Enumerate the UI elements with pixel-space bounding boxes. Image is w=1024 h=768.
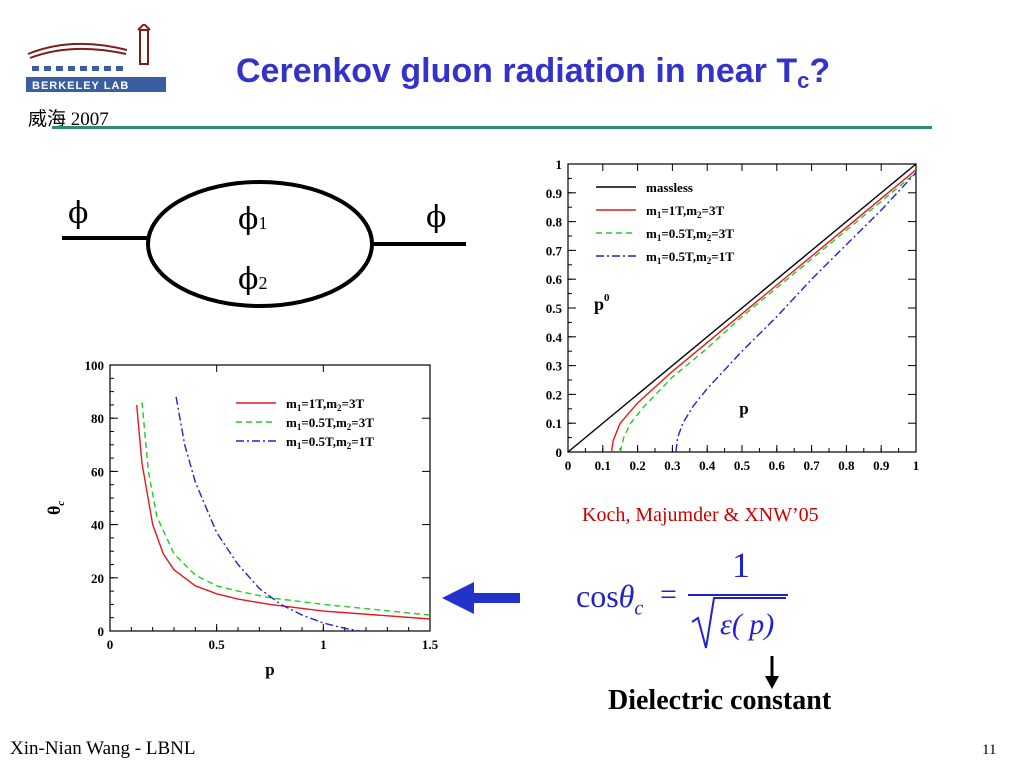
x-tick-label: 0.2	[629, 458, 645, 473]
y-tick-label: 0.4	[546, 330, 563, 345]
legend-entry: m1=1T,m2=3T	[646, 203, 724, 220]
formula-cos: cos	[576, 578, 619, 614]
title-rule	[52, 126, 932, 129]
title-main: Cerenkov gluon radiation in near T	[236, 52, 798, 90]
legend-entry: m1=0.5T,m2=1T	[286, 434, 374, 451]
title-end: ?	[809, 52, 831, 90]
phi-left-label: ϕ	[68, 196, 89, 231]
logo-banner	[26, 77, 166, 92]
slide-title: Cerenkov gluon radiation in near Tc?	[236, 52, 830, 94]
series-line-1	[567, 163, 917, 453]
x-tick-label: 0.5	[734, 458, 751, 473]
x-tick-label: 0.1	[595, 458, 611, 473]
footer-author: Xin-Nian Wang - LBNL	[10, 738, 196, 759]
formula-numerator: 1	[732, 545, 750, 585]
formula-theta: θ	[618, 578, 635, 614]
x-tick-label: 0.4	[699, 458, 716, 473]
y-axis-label: p0	[594, 292, 610, 314]
x-tick-label: 0.9	[873, 458, 890, 473]
formula-denominator: ε( p)	[720, 608, 775, 641]
citation: Koch, Majumder & XNW’05	[582, 504, 819, 526]
y-tick-label: 0.7	[546, 243, 563, 258]
theta-vs-p-chart: 0 0.5 1 1.5 0 20 40 60 80 100 m1=1T,m2=3T m1=0.5T,m…	[44, 358, 439, 679]
legend-entry: m1=1T,m2=3T	[286, 396, 364, 413]
x-tick-label: 0.6	[769, 458, 786, 473]
logo-windows-icon	[32, 66, 123, 71]
logo-building-icon	[27, 24, 151, 65]
series-line-3	[619, 172, 917, 453]
x-tick-label: 1.5	[422, 637, 439, 652]
y-tick-label: 0.9	[546, 186, 563, 201]
formula-theta-sub: c	[634, 597, 644, 620]
x-tick-label: 0.8	[838, 458, 855, 473]
title-subscript: c	[797, 68, 810, 93]
legend-entry: m1=0.5T,m2=1T	[646, 249, 734, 266]
legend-entry: massless	[646, 180, 693, 195]
logo-year: 威海 2007	[28, 109, 109, 130]
logo-text: BERKELEY LAB	[32, 80, 129, 92]
x-tick-label: 1	[320, 637, 327, 652]
page-number: 11	[982, 742, 997, 758]
formula-equals: =	[660, 578, 677, 611]
x-axis-label: p	[265, 660, 274, 679]
y-tick-label: 100	[85, 358, 105, 373]
p0-vs-p-chart: 0 0.1 0.2 0.3 0.4 0.5 0.6 0.7 0.8 0.9 1 0 0.1 0.2 0.3 0…	[546, 157, 920, 473]
cos-theta-formula: cosθc = 1 ε( p)	[574, 540, 804, 660]
y-tick-label: 0	[556, 445, 563, 460]
plot-frame	[109, 364, 431, 632]
y-tick-label: 40	[91, 518, 104, 533]
y-tick-label: 0.6	[546, 272, 563, 287]
x-tick-label: 0	[107, 637, 114, 652]
left-arrow-icon	[442, 582, 520, 614]
x-tick-label: 0.5	[209, 637, 226, 652]
phi-right-label: ϕ	[426, 200, 447, 235]
y-tick-label: 0	[98, 624, 105, 639]
series-line-4	[675, 172, 917, 453]
series-line-2	[610, 169, 917, 453]
y-tick-label: 80	[91, 411, 104, 426]
phi2-label: ϕ2	[238, 262, 268, 297]
x-tick-label: 0	[565, 458, 572, 473]
berkeley-lab-logo: BERKELEY LAB	[26, 24, 166, 92]
y-tick-label: 0.3	[546, 359, 563, 374]
series-line-2	[141, 402, 431, 616]
y-tick-label: 60	[91, 464, 104, 479]
y-axis-label: θc	[44, 501, 67, 515]
legend-entry: m1=0.5T,m2=3T	[646, 226, 734, 243]
dielectric-constant-label: Dielectric constant	[608, 685, 832, 716]
x-tick-label: 0.7	[803, 458, 820, 473]
x-tick-label: 1	[913, 458, 920, 473]
x-axis-label: p	[739, 399, 748, 418]
phi1-label: ϕ1	[238, 202, 268, 237]
fraction-bar-and-radical	[688, 594, 788, 649]
y-tick-label: 0.5	[546, 301, 563, 316]
x-tick-label: 0.3	[664, 458, 681, 473]
down-arrow-icon	[765, 656, 779, 689]
legend-entry: m1=0.5T,m2=3T	[286, 415, 374, 432]
series-line-3	[175, 396, 360, 632]
y-tick-label: 20	[91, 571, 104, 586]
loop-diagram	[62, 180, 466, 308]
y-tick-label: 0.8	[546, 215, 563, 230]
y-tick-label: 1	[556, 157, 563, 172]
series-line-1	[136, 404, 431, 620]
y-tick-label: 0.2	[546, 387, 562, 402]
y-tick-label: 0.1	[546, 416, 562, 431]
